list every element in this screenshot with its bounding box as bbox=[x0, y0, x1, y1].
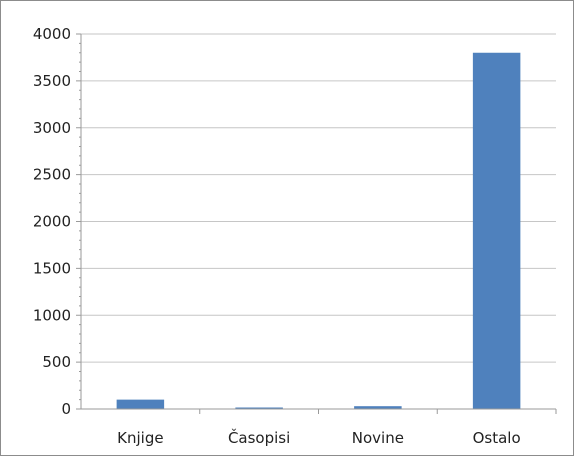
x-category-label: Ostalo bbox=[473, 429, 521, 447]
y-tick-label: 500 bbox=[42, 353, 71, 371]
y-tick-label: 3500 bbox=[33, 72, 71, 90]
x-category-labels: Knjige Časopisi Novine Ostalo bbox=[117, 428, 520, 447]
y-tick-label: 1500 bbox=[33, 259, 71, 277]
bar-3 bbox=[354, 406, 402, 409]
x-category-label: Časopisi bbox=[228, 428, 290, 447]
bar-4 bbox=[472, 52, 521, 409]
bars bbox=[116, 52, 521, 409]
bar-2 bbox=[235, 407, 283, 409]
gridlines bbox=[81, 33, 556, 363]
y-tick-labels: 0 500 1000 1500 2000 2500 3000 3500 4000 bbox=[33, 25, 71, 418]
y-tick-label: 3000 bbox=[33, 119, 71, 137]
y-tick-label: 4000 bbox=[33, 25, 71, 43]
y-tick-label: 1000 bbox=[33, 306, 71, 324]
x-category-label: Knjige bbox=[117, 429, 163, 447]
y-tick-label: 2000 bbox=[33, 213, 71, 231]
axes bbox=[76, 33, 557, 414]
x-category-label: Novine bbox=[352, 429, 404, 447]
bar-1 bbox=[116, 399, 165, 409]
y-tick-label: 0 bbox=[61, 400, 71, 418]
y-tick-label: 2500 bbox=[33, 166, 71, 184]
